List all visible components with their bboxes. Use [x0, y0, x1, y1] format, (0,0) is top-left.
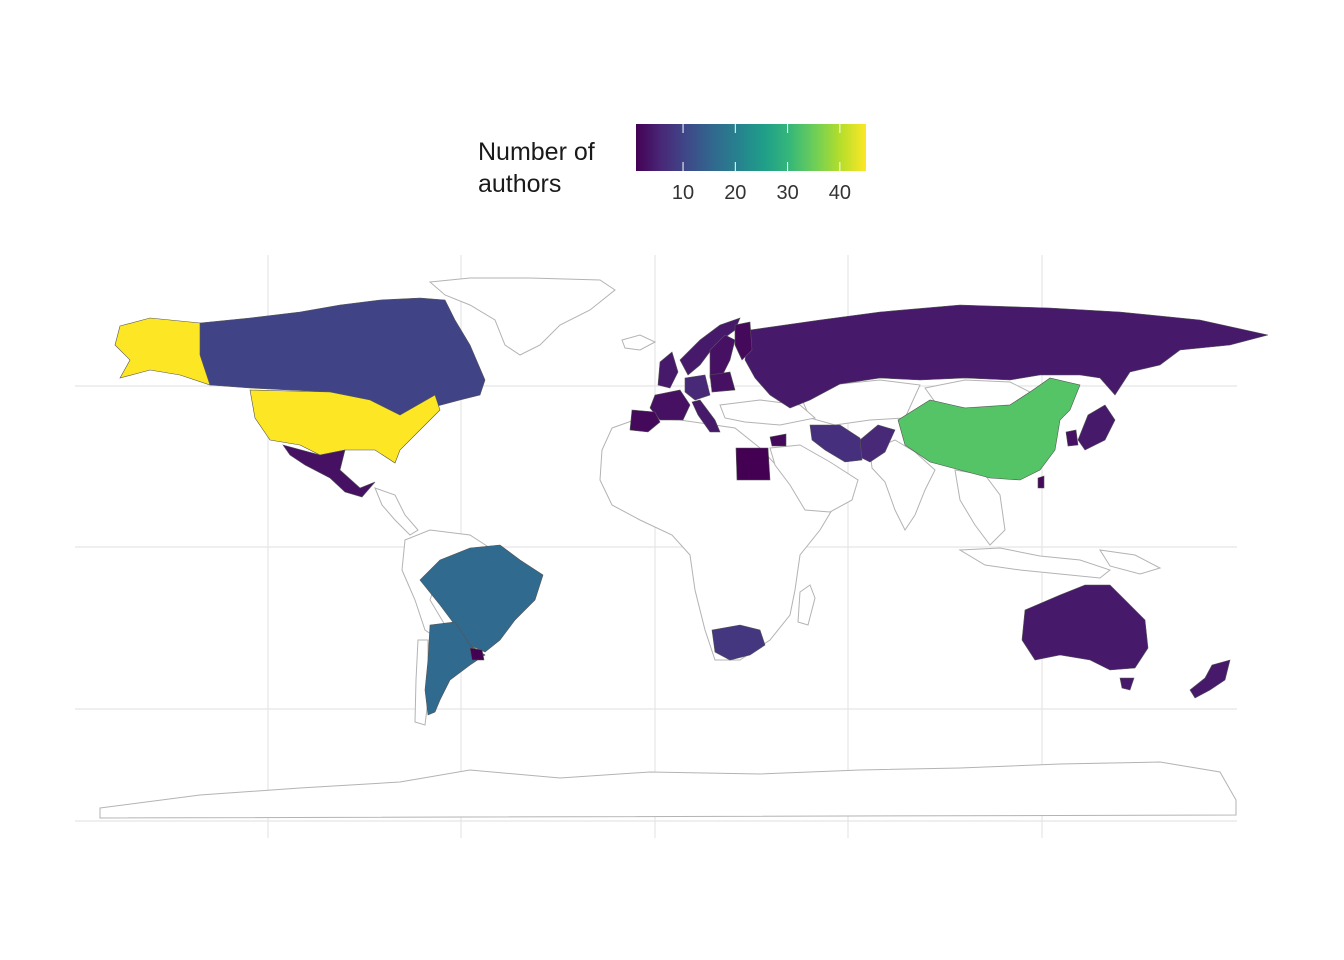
country-usa[interactable]	[249, 389, 441, 464]
colorbar	[636, 124, 866, 171]
country-canada[interactable]	[199, 297, 486, 416]
colorbar-tick-label: 40	[828, 182, 851, 204]
country-uk[interactable]	[657, 351, 679, 389]
country-sweden[interactable]	[709, 334, 736, 381]
country-pakistan[interactable]	[859, 424, 896, 463]
iceland	[621, 334, 657, 351]
greenland	[428, 277, 616, 356]
legend-title: Number of authors	[478, 138, 595, 198]
chile	[414, 639, 429, 726]
arabia	[769, 444, 859, 513]
country-russia[interactable]	[744, 304, 1269, 409]
country-japan[interactable]	[1077, 404, 1116, 451]
indonesia	[958, 547, 1112, 579]
legend: Number of authors 10 20 30 40	[478, 122, 878, 212]
africa-landmass	[599, 417, 836, 661]
data-countries	[114, 297, 1269, 716]
country-brazil[interactable]	[419, 544, 544, 653]
new-guinea	[1099, 549, 1162, 575]
country-south-korea[interactable]	[1065, 429, 1079, 447]
country-australia[interactable]	[1021, 584, 1149, 671]
colorbar-gradient	[636, 124, 866, 171]
colorbar-tick-label: 10	[671, 182, 695, 204]
country-argentina[interactable]	[424, 621, 486, 716]
country-usa-alaska[interactable]	[114, 317, 211, 386]
country-taiwan[interactable]	[1037, 475, 1045, 489]
country-mexico[interactable]	[282, 444, 376, 498]
country-italy[interactable]	[691, 399, 721, 433]
india	[869, 439, 936, 531]
no-data-countries	[99, 277, 1237, 819]
madagascar	[797, 584, 816, 626]
country-france[interactable]	[649, 389, 691, 421]
colorbar-tick-label: 20	[724, 182, 747, 204]
country-israel[interactable]	[769, 433, 787, 447]
colorbar-tick-label: 30	[776, 182, 799, 204]
country-poland[interactable]	[709, 371, 736, 393]
country-iran[interactable]	[809, 424, 863, 463]
country-egypt[interactable]	[735, 447, 771, 481]
country-finland[interactable]	[734, 321, 753, 361]
colorbar-ticks	[682, 124, 841, 171]
central-america	[374, 487, 419, 536]
southeast-asia	[954, 469, 1006, 546]
antarctica	[99, 761, 1237, 819]
country-new-zealand[interactable]	[1189, 659, 1231, 699]
country-china[interactable]	[897, 377, 1081, 481]
country-tasmania[interactable]	[1119, 677, 1135, 691]
country-germany[interactable]	[684, 374, 711, 401]
country-spain[interactable]	[629, 409, 661, 433]
country-south-africa[interactable]	[711, 624, 766, 661]
country-uruguay[interactable]	[469, 647, 485, 661]
